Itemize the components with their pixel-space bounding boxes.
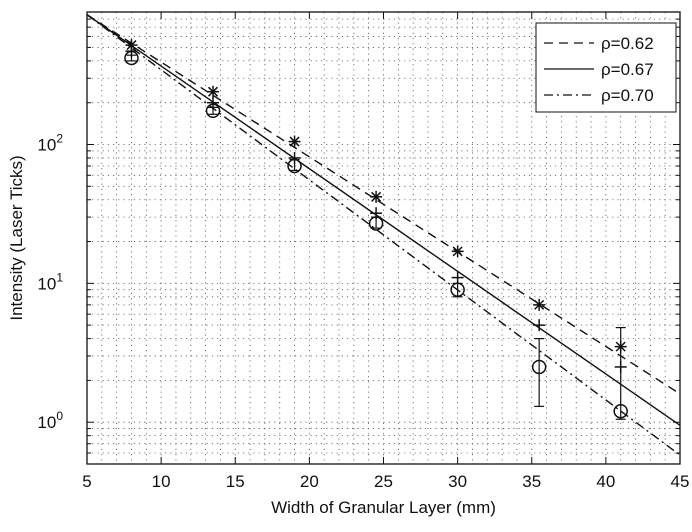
x-tick-label: 10 xyxy=(152,472,171,491)
legend-label-rho-0.62: ρ=0.62 xyxy=(601,34,654,53)
y-tick-exponent: 2 xyxy=(56,131,63,145)
star-marker-arm xyxy=(371,191,382,202)
fit-lines-layer xyxy=(87,14,680,456)
circle-marker xyxy=(124,50,139,66)
circle-marker xyxy=(368,216,384,231)
fit-line-solid xyxy=(87,14,680,426)
star-marker xyxy=(125,39,138,52)
star-marker-arm xyxy=(534,299,545,310)
plus-marker xyxy=(533,319,546,332)
y-tick-exponent: 1 xyxy=(56,270,63,284)
y-axis-title: Intensity (Laser Ticks) xyxy=(7,155,26,320)
star-marker xyxy=(451,245,464,258)
x-tick-label: 25 xyxy=(374,472,393,491)
star-marker-arm xyxy=(207,86,219,97)
star-marker xyxy=(207,85,220,98)
star-marker xyxy=(533,298,546,311)
x-tick-label: 40 xyxy=(596,472,615,491)
x-tick-label: 45 xyxy=(671,472,690,491)
y-tick-label: 100 xyxy=(37,409,63,432)
y-tick-base: 10 xyxy=(37,413,56,432)
plus-marker xyxy=(207,96,220,109)
fit-line-dashdot xyxy=(87,14,680,456)
y-tick-exponent: 0 xyxy=(56,409,63,423)
star-marker xyxy=(370,190,383,203)
legend-box xyxy=(535,22,677,113)
y-tick-label: 101 xyxy=(37,270,63,293)
star-marker-arm xyxy=(289,136,300,147)
legend-label-rho-0.70: ρ=0.70 xyxy=(601,86,654,105)
circle-marker xyxy=(205,103,221,119)
y-tick-label: 102 xyxy=(37,131,63,154)
x-tick-label: 30 xyxy=(448,472,467,491)
x-tick-label: 20 xyxy=(300,472,319,491)
x-tick-label: 35 xyxy=(522,472,541,491)
x-tick-label: 15 xyxy=(226,472,245,491)
x-tick-label: 5 xyxy=(82,472,91,491)
star-marker-arm xyxy=(452,246,463,257)
fit-line-dashed xyxy=(87,14,680,395)
star-marker xyxy=(288,135,301,148)
circle-marker xyxy=(450,282,465,297)
legend: ρ=0.62 ρ=0.67 ρ=0.70 xyxy=(535,22,677,113)
y-tick-base: 10 xyxy=(37,135,56,154)
y-tick-base: 10 xyxy=(37,274,56,293)
legend-label-rho-0.67: ρ=0.67 xyxy=(601,60,654,79)
circle-marker xyxy=(531,359,547,375)
data-points-layer xyxy=(124,39,628,420)
x-axis-title: Width of Granular Layer (mm) xyxy=(271,498,496,517)
circle-marker xyxy=(287,158,302,174)
plus-marker xyxy=(451,271,464,284)
circle-marker xyxy=(613,403,628,419)
star-marker-arm xyxy=(126,40,137,51)
